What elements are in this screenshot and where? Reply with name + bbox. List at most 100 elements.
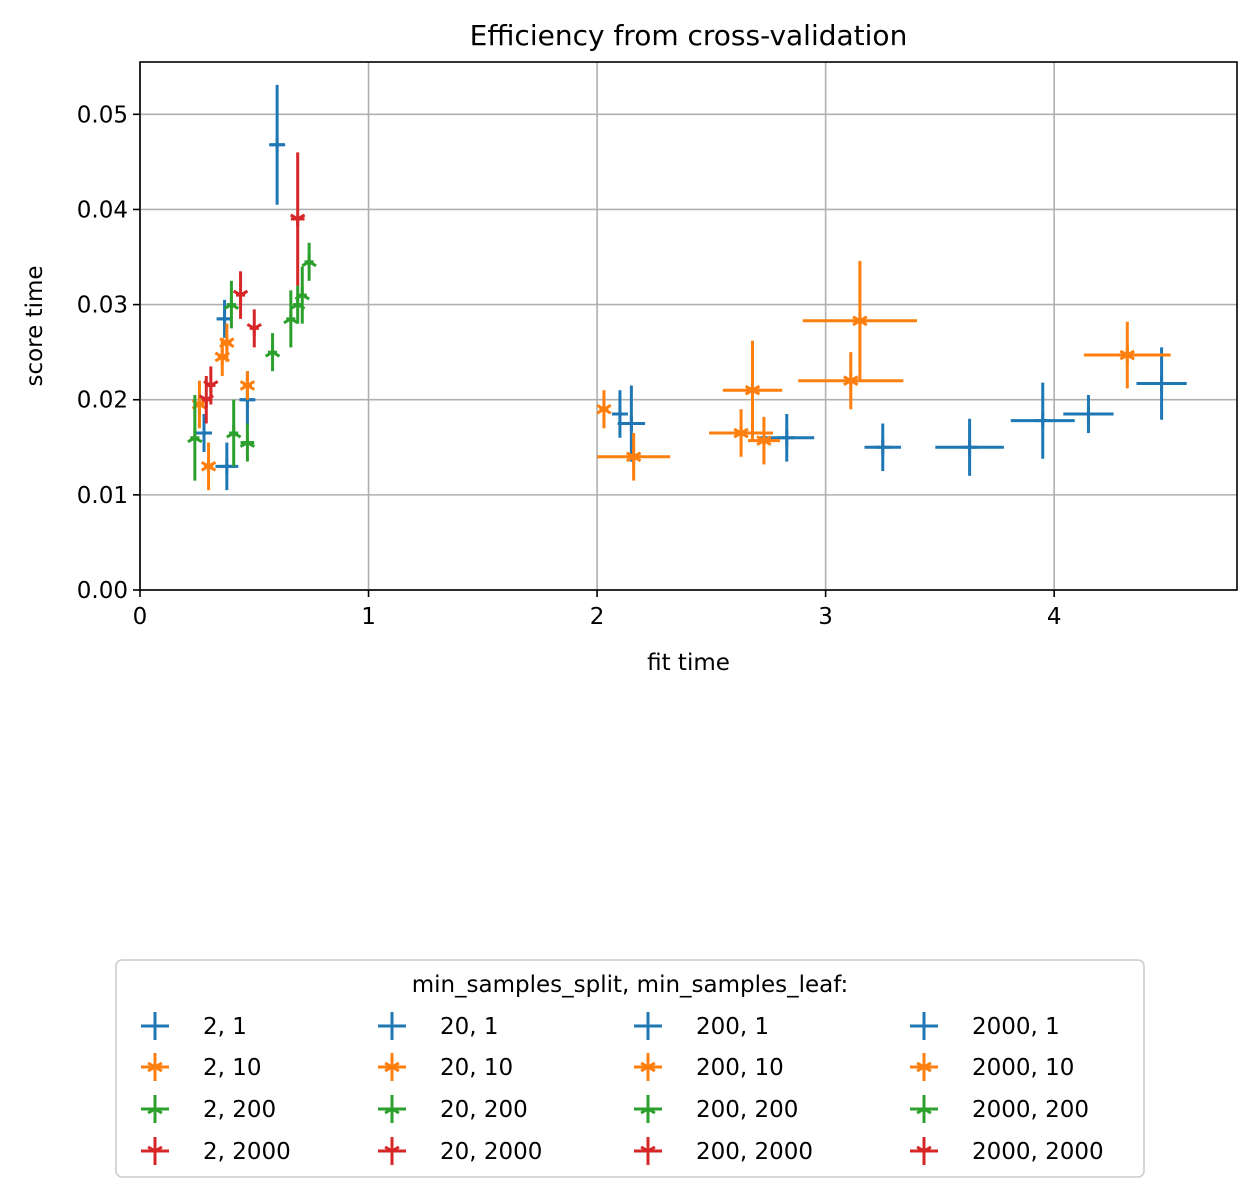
marker-stroke (852, 315, 868, 327)
legend-label: 2, 1 (203, 1014, 247, 1040)
marker-stroke (296, 213, 306, 221)
marker-stroke (154, 1107, 163, 1115)
marker-stroke (301, 293, 310, 301)
legend-handle (634, 1095, 662, 1123)
legend-item: 2000, 2000 (910, 1137, 1104, 1165)
marker-stroke (640, 1107, 649, 1115)
series-2-1 (195, 414, 212, 453)
marker-stroke (294, 293, 304, 301)
data-point (798, 352, 904, 410)
marker-stroke (239, 289, 249, 297)
x-tick-label: 0 (133, 604, 148, 630)
data-point (1010, 382, 1075, 459)
data-point (223, 280, 240, 329)
legend-item: 2, 10 (141, 1053, 262, 1081)
legend: min_samples_split, min_samples_leaf: 2, … (115, 959, 1145, 1178)
legend-handle (634, 1137, 662, 1165)
legend-label: 200, 1 (696, 1014, 769, 1040)
legend-label: 2000, 200 (972, 1097, 1089, 1123)
legend-handle (910, 1095, 938, 1123)
data-point (709, 409, 774, 457)
legend-item: 20, 10 (378, 1053, 513, 1081)
data-point (216, 299, 233, 338)
legend-label: 20, 2000 (440, 1139, 542, 1165)
data-point (617, 385, 646, 462)
marker-stroke (283, 317, 292, 325)
marker-stroke (223, 303, 233, 310)
legend-label: 2, 10 (203, 1055, 262, 1081)
legend-handle (378, 1095, 406, 1123)
series-200-2000 (232, 271, 262, 348)
marker-stroke (916, 1061, 932, 1073)
legend-label: 2000, 1 (972, 1014, 1060, 1040)
chart-title: Efficiency from cross-validation (470, 19, 908, 52)
marker-stroke (640, 1145, 649, 1153)
legend-handle (141, 1053, 169, 1081)
marker-stroke (290, 317, 299, 325)
legend-label: 20, 10 (440, 1055, 513, 1081)
legend-item: 2, 2000 (141, 1137, 291, 1165)
legend-item: 2, 200 (141, 1095, 276, 1123)
marker-stroke (264, 350, 274, 358)
data-point (226, 399, 242, 467)
legend-handle (378, 1053, 406, 1081)
marker-stroke (384, 1061, 400, 1073)
legend-item: 20, 1 (378, 1012, 499, 1040)
data-point (597, 433, 671, 481)
legend-label: 200, 200 (696, 1097, 798, 1123)
data-point (802, 260, 918, 381)
marker-stroke (647, 1107, 656, 1115)
data-point (935, 418, 1004, 476)
marker-stroke (391, 1145, 400, 1153)
data-point (187, 394, 203, 481)
marker-stroke (391, 1107, 400, 1115)
marker-stroke (308, 260, 317, 268)
data-point (1063, 394, 1114, 434)
data-point (232, 271, 249, 319)
legend-handle (634, 1012, 662, 1040)
legend-handle (141, 1012, 169, 1040)
marker-stroke (210, 380, 219, 387)
data-point (283, 290, 299, 348)
legend-label: 2, 2000 (203, 1139, 291, 1165)
x-tick-label: 1 (361, 604, 376, 630)
legend-handle (141, 1137, 169, 1165)
series-2000-10 (596, 260, 1171, 481)
series-2-200 (187, 394, 203, 481)
x-axis-label: fit time (647, 650, 730, 676)
series-200-200 (239, 285, 306, 462)
marker-stroke (640, 1061, 656, 1073)
marker-stroke (200, 461, 217, 472)
legend-item: 200, 1 (634, 1012, 769, 1040)
series-200-10 (219, 323, 256, 400)
marker-stroke (923, 1145, 932, 1153)
marker-stroke (198, 394, 208, 402)
legend-handle (634, 1053, 662, 1081)
data-point (1136, 347, 1187, 420)
y-axis-label: score time (22, 265, 48, 386)
marker-stroke (226, 431, 235, 439)
marker-stroke (232, 431, 242, 439)
marker-stroke (230, 303, 240, 310)
data-point (200, 442, 217, 491)
y-tick-label: 0.02 (77, 388, 128, 414)
marker-stroke (239, 441, 249, 448)
legend-label: 200, 10 (696, 1055, 784, 1081)
marker-stroke (154, 1145, 163, 1153)
series-2000-200 (283, 242, 317, 348)
marker-stroke (203, 380, 212, 387)
legend-frame (115, 959, 1145, 1178)
y-tick-label: 0.01 (77, 483, 128, 509)
marker-stroke (271, 350, 281, 358)
marker-stroke (916, 1145, 925, 1153)
marker-stroke (625, 451, 642, 463)
marker-stroke (923, 1107, 932, 1115)
data-point (264, 333, 281, 372)
x-tick-label: 4 (1047, 604, 1062, 630)
data-point (219, 323, 235, 362)
marker-stroke (301, 260, 310, 268)
marker-stroke (147, 1145, 156, 1153)
legend-label: 20, 1 (440, 1014, 499, 1040)
data-point (269, 84, 286, 205)
legend-item: 200, 200 (634, 1095, 798, 1123)
